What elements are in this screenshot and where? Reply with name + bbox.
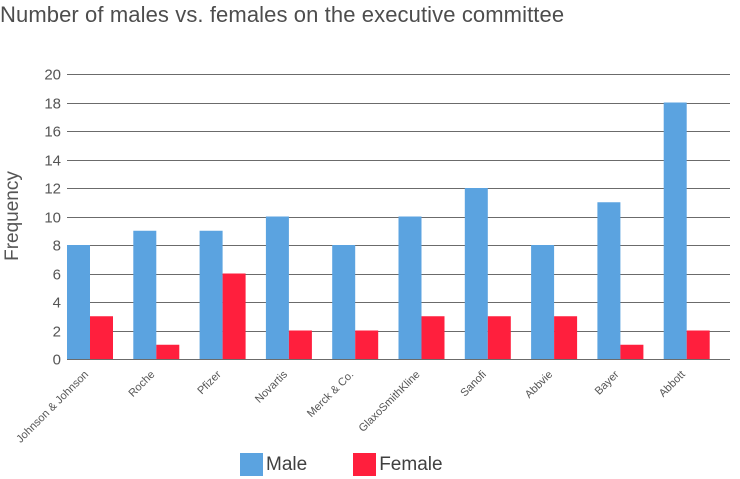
legend: Male Female	[240, 453, 489, 476]
bar-male	[398, 216, 422, 359]
x-tick-labels: Johnson & Johnson Roche Pfizer Novartis Merc…	[14, 368, 688, 445]
x-tick-label: Abbvie	[523, 369, 555, 401]
legend-item-male: Male	[240, 453, 307, 476]
x-tick-label: GlaxoSmithKline	[357, 369, 423, 435]
y-tick-label: 14	[44, 153, 61, 170]
legend-label-female: Female	[379, 453, 443, 475]
bar-female	[620, 344, 644, 359]
x-tick-label: Merck & Co.	[305, 369, 356, 420]
bar-female	[355, 330, 379, 359]
bar-male	[199, 230, 223, 359]
y-tick-label: 20	[44, 67, 61, 84]
bar-female	[554, 316, 578, 359]
x-tick-label: Abbott	[657, 369, 688, 400]
legend-label-male: Male	[266, 453, 308, 475]
bar-male	[265, 216, 289, 359]
bar-male	[464, 188, 488, 359]
bar-female	[487, 316, 511, 359]
bar-male	[531, 245, 555, 359]
bar-male	[67, 245, 90, 359]
legend-swatch-male	[240, 453, 263, 476]
legend-swatch-female	[353, 453, 377, 476]
x-tick-label: Novartis	[253, 368, 290, 405]
bar-male	[332, 245, 356, 359]
y-tick-label: 10	[44, 210, 61, 227]
x-tick-label: Bayer	[593, 368, 622, 397]
x-tick-label: Sanofi	[458, 369, 489, 400]
y-tick-label: 16	[44, 124, 61, 141]
bar-female	[421, 316, 445, 359]
y-tick-labels: 0 2 4 6 8 10 12 14 16 18 20	[44, 67, 61, 369]
bars	[67, 102, 710, 359]
x-tick-label: Roche	[126, 369, 157, 400]
bar-male	[597, 202, 621, 359]
bar-female	[288, 330, 312, 359]
y-tick-label: 0	[53, 352, 61, 369]
y-tick-label: 8	[53, 238, 61, 255]
chart-title: Number of males vs. females on the execu…	[0, 2, 565, 27]
bar-female	[686, 330, 710, 359]
y-tick-label: 12	[44, 181, 61, 198]
bar-female	[90, 316, 113, 359]
y-tick-label: 18	[44, 96, 61, 113]
bar-female	[222, 273, 246, 359]
bar-male	[663, 102, 687, 359]
x-tick-label: Johnson & Johnson	[14, 369, 91, 446]
y-tick-label: 4	[53, 295, 61, 312]
x-tick-label: Pfizer	[195, 368, 224, 397]
bar-female	[156, 344, 180, 359]
y-tick-label: 2	[53, 324, 61, 341]
y-axis-title: Frequency	[2, 171, 23, 261]
legend-item-female: Female	[353, 453, 443, 476]
bar-male	[133, 230, 157, 359]
y-tick-label: 6	[53, 267, 61, 284]
